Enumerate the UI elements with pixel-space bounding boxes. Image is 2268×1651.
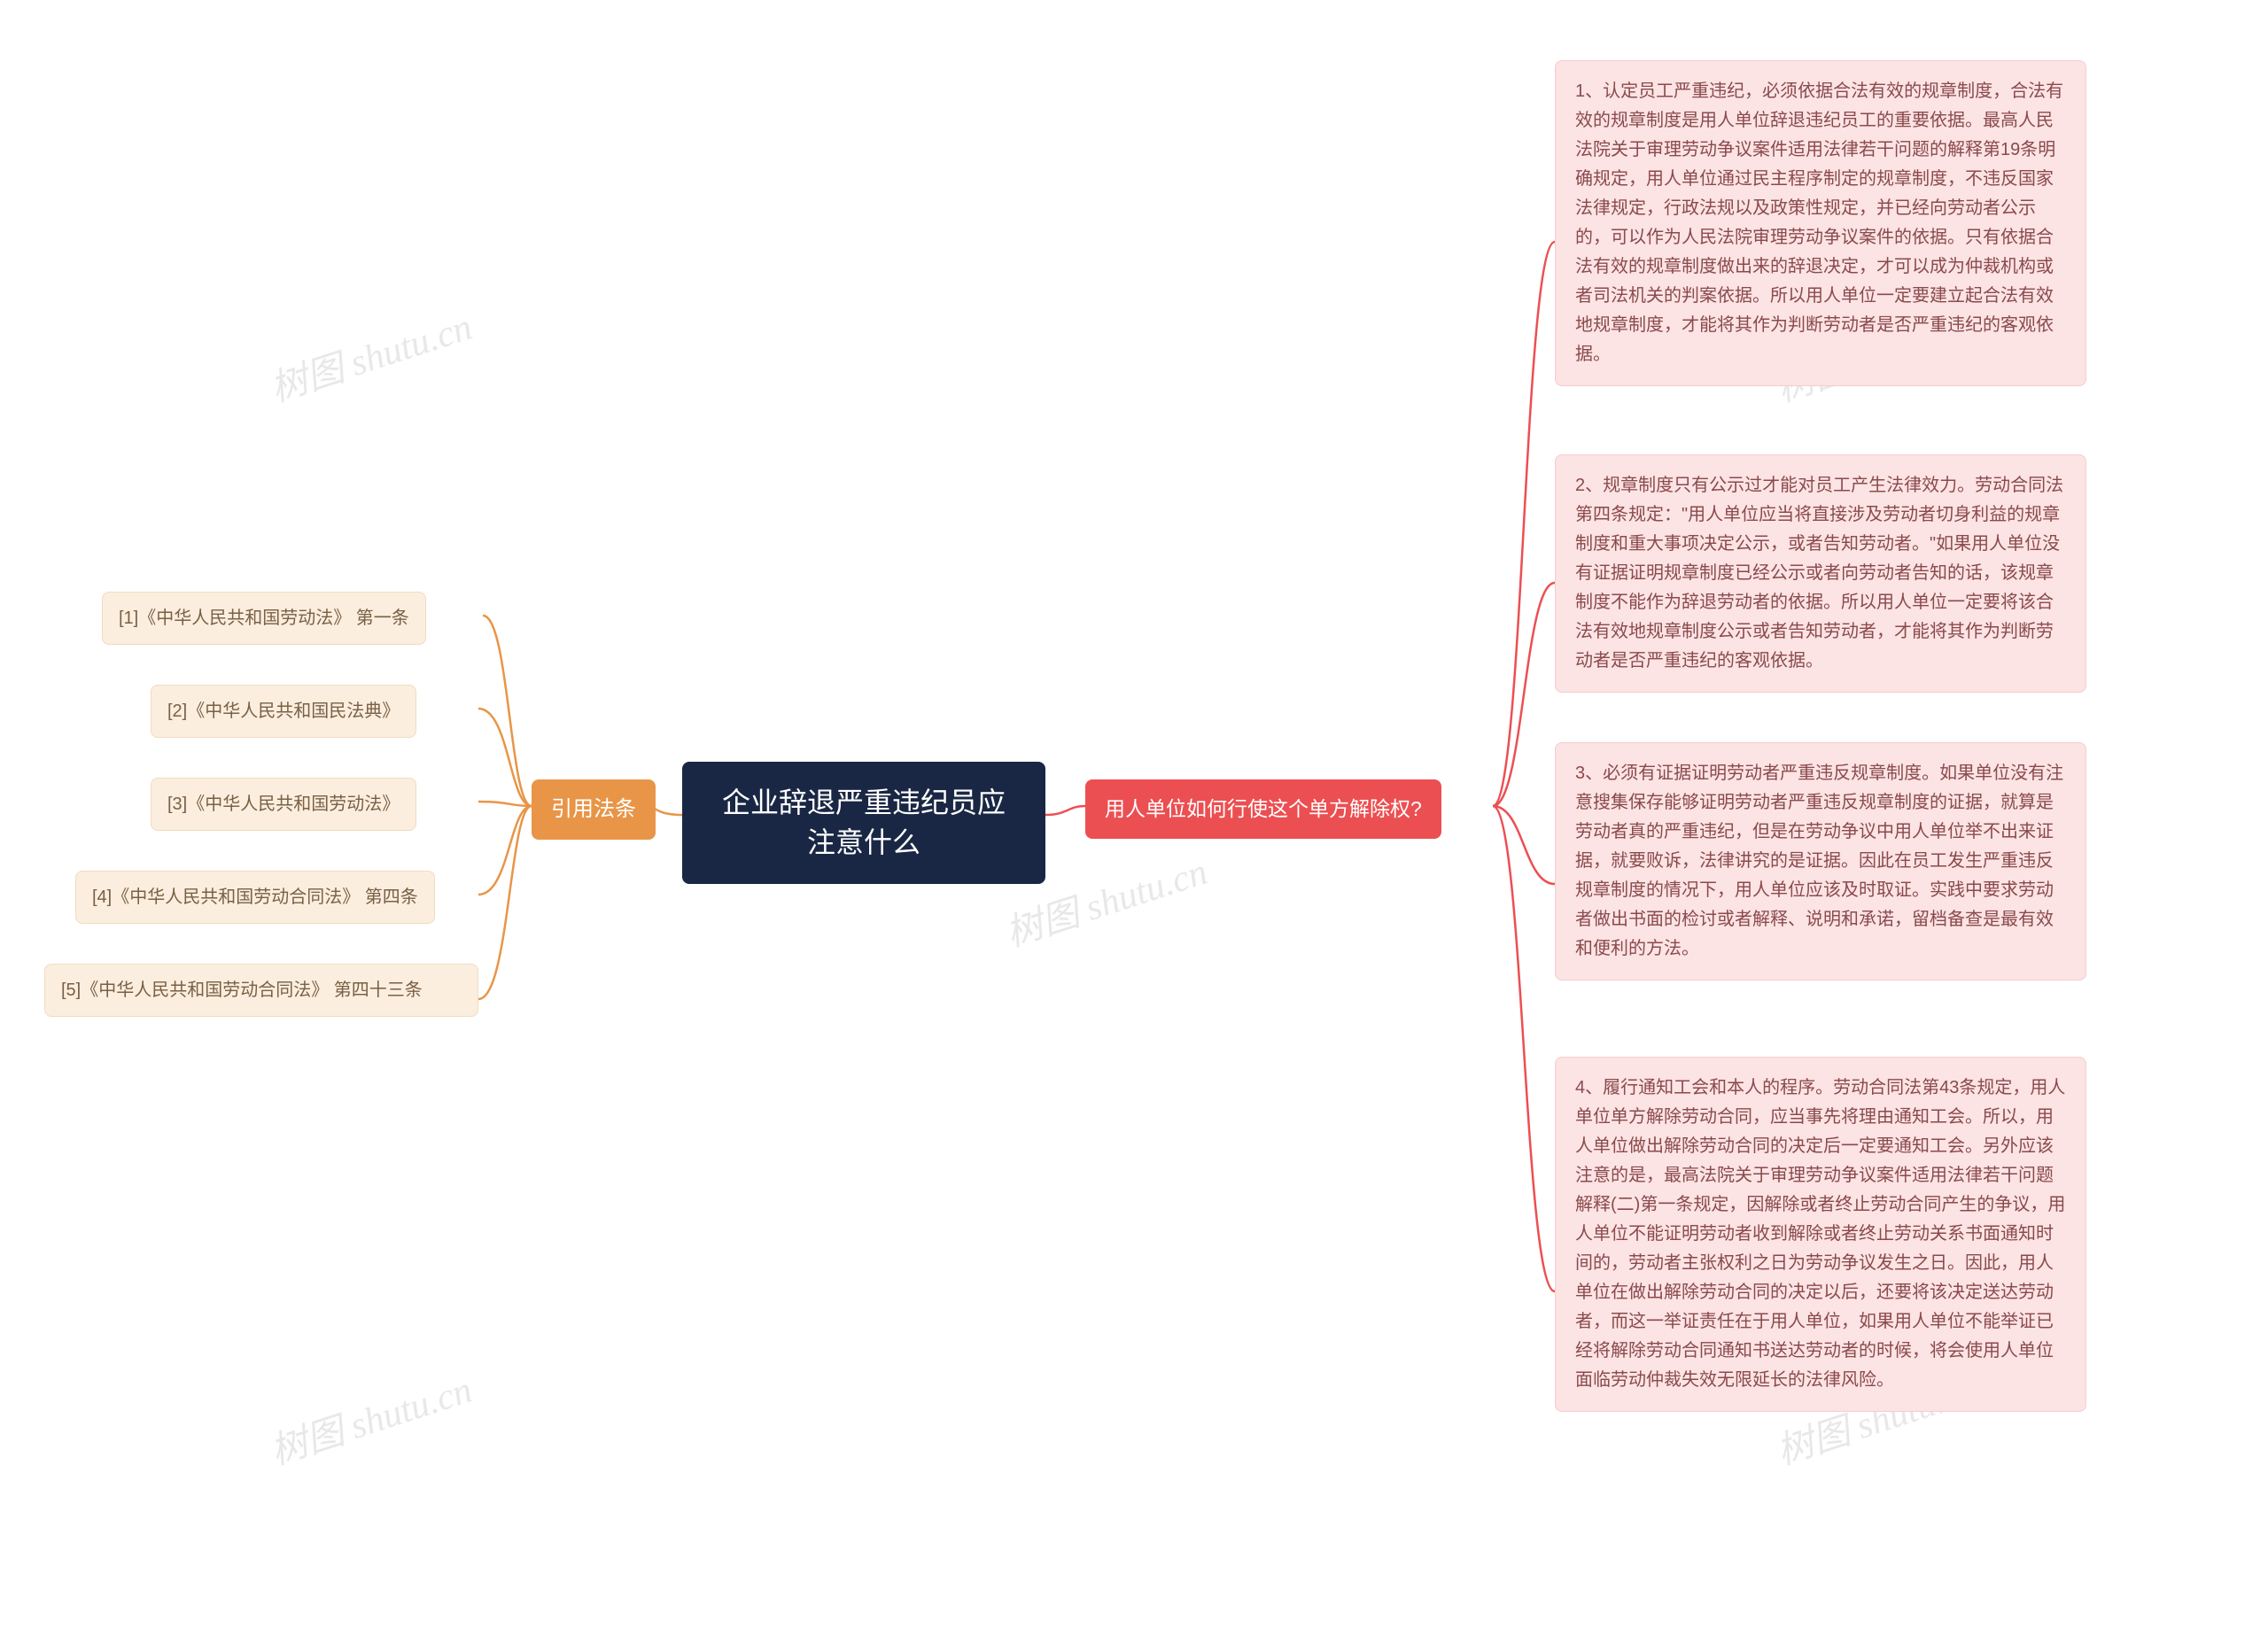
right-leaf-1[interactable]: 1、认定员工严重违纪，必须依据合法有效的规章制度，合法有效的规章制度是用人单位辞…: [1555, 60, 2086, 386]
left-leaf-3[interactable]: [3]《中华人民共和国劳动法》: [151, 778, 416, 831]
left-leaf-4[interactable]: [4]《中华人民共和国劳动合同法》 第四条: [75, 871, 435, 924]
right-leaf-2[interactable]: 2、规章制度只有公示过才能对员工产生法律效力。劳动合同法第四条规定："用人单位应…: [1555, 454, 2086, 693]
watermark: 树图 shutu.cn: [262, 297, 478, 413]
left-leaf-2[interactable]: [2]《中华人民共和国民法典》: [151, 685, 416, 738]
right-leaf-4[interactable]: 4、履行通知工会和本人的程序。劳动合同法第43条规定，用人单位单方解除劳动合同，…: [1555, 1057, 2086, 1412]
left-leaf-5[interactable]: [5]《中华人民共和国劳动合同法》 第四十三条: [44, 964, 478, 1017]
left-leaf-1[interactable]: [1]《中华人民共和国劳动法》 第一条: [102, 592, 426, 645]
center-node[interactable]: 企业辞退严重违纪员应注意什么: [682, 762, 1045, 884]
watermark: 树图 shutu.cn: [262, 1360, 478, 1476]
left-branch-label[interactable]: 引用法条: [532, 779, 656, 840]
right-branch-label[interactable]: 用人单位如何行使这个单方解除权?: [1085, 779, 1441, 839]
right-leaf-3[interactable]: 3、必须有证据证明劳动者严重违反规章制度。如果单位没有注意搜集保存能够证明劳动者…: [1555, 742, 2086, 981]
